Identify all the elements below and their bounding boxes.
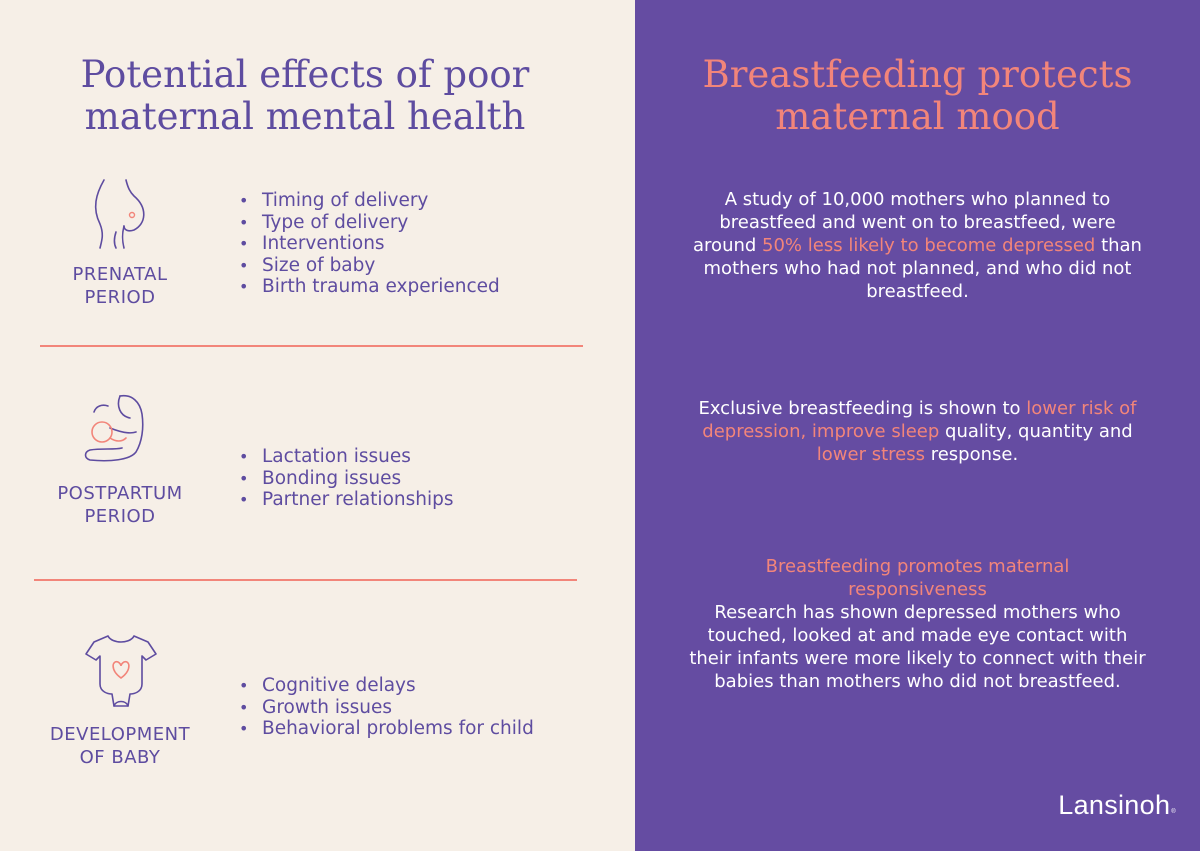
prenatal-label-line-1: PRENATAL xyxy=(72,264,168,285)
prenatal-bullet-list: Timing of delivery Type of delivery Inte… xyxy=(238,190,500,298)
right-title: Breastfeeding protects maternal mood xyxy=(635,54,1200,138)
logo-text: Lansinoh xyxy=(1058,790,1171,820)
exclusive-text-end: response. xyxy=(925,444,1019,465)
baby-onesie-heart-icon xyxy=(85,635,157,707)
postpartum-bullet-list: Lactation issues Bonding issues Partner … xyxy=(238,446,454,511)
development-label-line-2: OF BABY xyxy=(79,747,161,768)
pregnant-belly-icon xyxy=(94,179,145,249)
list-item: Interventions xyxy=(238,233,500,255)
right-title-line-1: Breastfeeding protects xyxy=(702,53,1133,96)
study-text-end: than mothers who had not planned, and wh… xyxy=(703,235,1142,302)
study-text-start: A study of 10,000 mothers who planned to… xyxy=(693,189,1116,256)
lansinoh-logo: Lansinoh® xyxy=(1058,790,1176,821)
left-title-line-1: Potential effects of poor xyxy=(80,53,530,96)
responsiveness-paragraph: Breastfeeding promotes maternal responsi… xyxy=(685,555,1150,693)
prenatal-label-line-2: PERIOD xyxy=(84,287,156,308)
responsiveness-body: Research has shown depressed mothers who… xyxy=(689,602,1146,692)
list-item: Bonding issues xyxy=(238,468,454,490)
left-panel: Potential effects of poor maternal menta… xyxy=(0,0,635,851)
list-item: Birth trauma experienced xyxy=(238,276,500,298)
postpartum-label: POSTPARTUM PERIOD xyxy=(30,482,210,528)
left-title: Potential effects of poor maternal menta… xyxy=(0,54,610,138)
left-title-line-2: maternal mental health xyxy=(84,95,526,138)
list-item: Behavioral problems for child xyxy=(238,718,534,740)
exclusive-highlight-2: lower stress xyxy=(816,444,925,465)
postpartum-label-line-2: PERIOD xyxy=(84,506,156,527)
exclusive-breastfeeding-paragraph: Exclusive breastfeeding is shown to lowe… xyxy=(685,397,1150,466)
mother-holding-baby-icon xyxy=(84,394,144,462)
exclusive-text-start: Exclusive breastfeeding is shown to xyxy=(698,398,1027,419)
right-panel: Breastfeeding protects maternal mood A s… xyxy=(635,0,1200,851)
section-divider-1 xyxy=(40,345,583,347)
list-item: Type of delivery xyxy=(238,212,500,234)
development-label-line-1: DEVELOPMENT xyxy=(49,724,191,745)
exclusive-highlight-1: lower risk of depression, improve sleep xyxy=(702,398,1137,442)
list-item: Timing of delivery xyxy=(238,190,500,212)
list-item: Cognitive delays xyxy=(238,675,534,697)
prenatal-label: PRENATAL PERIOD xyxy=(30,263,210,309)
section-divider-2 xyxy=(34,579,577,581)
list-item: Size of baby xyxy=(238,255,500,277)
exclusive-text-middle: quality, quantity and xyxy=(939,421,1133,442)
logo-registered-mark: ® xyxy=(1171,809,1176,815)
study-highlight: 50% less likely to become depressed xyxy=(762,235,1096,256)
study-paragraph: A study of 10,000 mothers who planned to… xyxy=(685,188,1150,303)
development-bullet-list: Cognitive delays Growth issues Behaviora… xyxy=(238,675,534,740)
postpartum-label-line-1: POSTPARTUM xyxy=(57,483,183,504)
list-item: Growth issues xyxy=(238,697,534,719)
list-item: Partner relationships xyxy=(238,489,454,511)
development-label: DEVELOPMENT OF BABY xyxy=(30,723,210,769)
list-item: Lactation issues xyxy=(238,446,454,468)
right-title-line-2: maternal mood xyxy=(775,95,1060,138)
responsiveness-heading: Breastfeeding promotes maternal responsi… xyxy=(765,556,1070,600)
